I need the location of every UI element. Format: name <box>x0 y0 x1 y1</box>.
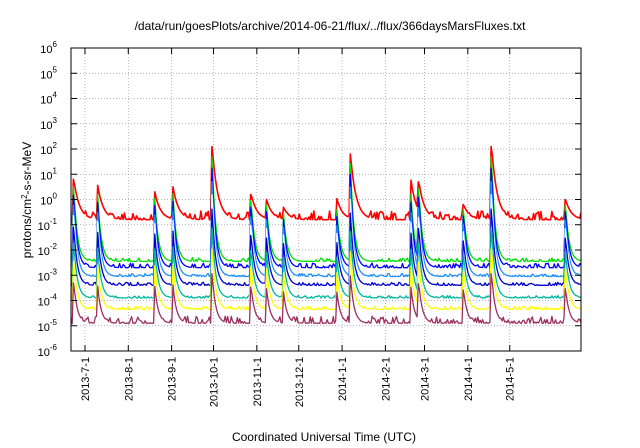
x-tick-label: 2014-4-1 <box>463 357 475 401</box>
y-tick-label: 10-6 <box>38 343 58 359</box>
y-tick-label: 100 <box>40 192 57 208</box>
y-axis-label: protons/cm2-s-sr-MeV <box>20 142 35 258</box>
x-tick-label: 2013-7-1 <box>80 357 92 401</box>
series-line <box>71 227 581 301</box>
y-axis-label-rest: -s-sr-MeV <box>20 142 34 195</box>
series-line <box>71 208 581 287</box>
y-tick-label: 10-3 <box>38 267 58 283</box>
x-tick-label: 2014-1-1 <box>337 357 349 401</box>
y-tick-label: 106 <box>40 40 57 56</box>
y-tick-label: 10-5 <box>38 318 58 334</box>
y-axis-label-base: protons/cm <box>20 199 34 258</box>
y-tick-label: 102 <box>40 141 57 157</box>
grid <box>71 48 581 351</box>
series-line <box>71 194 581 281</box>
series-line <box>71 273 581 325</box>
y-axis-label-sup: 2 <box>20 194 29 199</box>
series-layer <box>71 145 581 325</box>
series-line <box>71 248 581 310</box>
y-tick-label: 10-2 <box>38 242 58 258</box>
series-line <box>71 145 581 224</box>
series-line <box>71 167 581 269</box>
y-tick-label: 10-4 <box>38 293 58 309</box>
x-tick-label: 2013-10-1 <box>209 357 221 407</box>
x-tick-label: 2013-8-1 <box>123 357 135 401</box>
y-tick-label: 103 <box>40 116 57 132</box>
x-axis: 2013-7-1 2013-8-1 2013-9-1 2013-10-1 2013-11… <box>80 48 517 407</box>
x-axis-label: Coordinated Universal Time (UTC) <box>232 430 416 444</box>
y-axis: 10-6 10-5 10-4 10-3 10-2 10-1 100 101 102 103 104 1… <box>38 40 581 359</box>
y-tick-label: 104 <box>40 91 57 107</box>
chart-title: /data/run/goesPlots/archive/2014-06-21/f… <box>135 19 527 33</box>
x-tick-label: 2014-3-1 <box>420 357 432 401</box>
x-tick-label: 2014-2-1 <box>380 357 392 401</box>
x-tick-label: 2013-12-1 <box>294 357 306 407</box>
y-tick-label: 101 <box>40 166 57 182</box>
x-tick-label: 2013-9-1 <box>167 357 179 401</box>
x-tick-label: 2013-11-1 <box>252 357 264 406</box>
y-tick-label: 10-1 <box>38 217 58 233</box>
y-tick-label: 105 <box>40 65 57 81</box>
x-tick-label: 2014-5-1 <box>505 357 517 401</box>
